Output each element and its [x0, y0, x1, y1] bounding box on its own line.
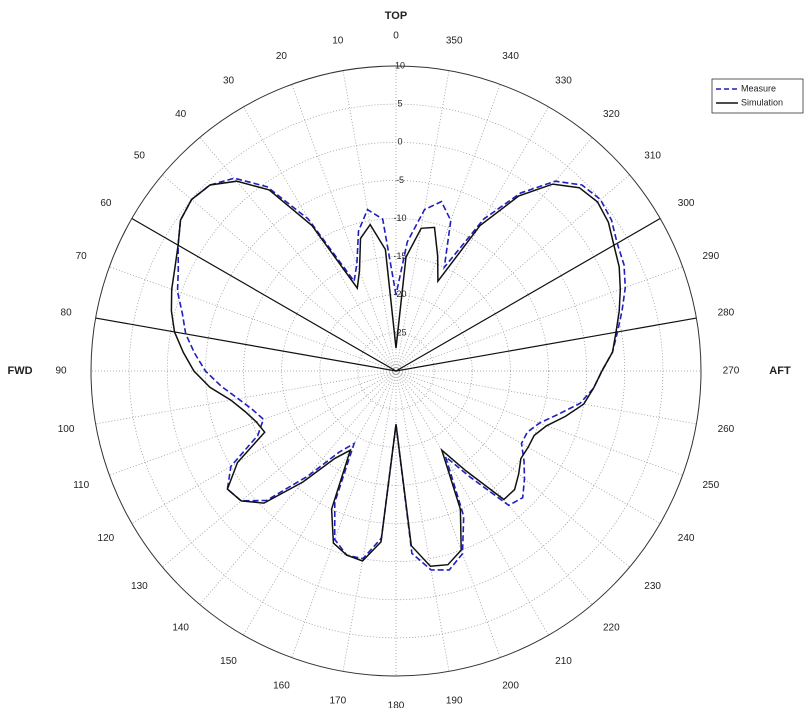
- theta-tick-label: 130: [131, 581, 148, 592]
- theta-tick-label: 40: [175, 109, 187, 120]
- theta-tick-label: 80: [61, 307, 73, 318]
- theta-tick-label: 190: [446, 696, 463, 707]
- r-tick-label: 5: [397, 99, 402, 109]
- aft-label: AFT: [769, 365, 791, 377]
- grid-spoke: [291, 84, 397, 372]
- legend-label: Simulation: [741, 97, 783, 107]
- theta-tick-label: 100: [58, 424, 75, 435]
- theta-tick-label: 0: [393, 31, 399, 42]
- grid-spoke: [291, 370, 397, 658]
- theta-tick-label: 240: [678, 533, 695, 544]
- legend-label: Measure: [741, 83, 776, 93]
- fwd-label: FWD: [7, 365, 32, 377]
- theta-tick-label: 120: [98, 533, 115, 544]
- theta-tick-label: 70: [76, 251, 88, 262]
- grid-spoke: [395, 370, 630, 568]
- grid-ring: [128, 103, 664, 639]
- theta-tick-label: 30: [223, 76, 235, 87]
- theta-tick-label: 90: [55, 366, 67, 377]
- theta-tick-label: 200: [502, 680, 519, 691]
- theta-tick-label: 270: [723, 366, 740, 377]
- grid-spoke: [395, 266, 683, 372]
- grid-spoke: [243, 106, 397, 372]
- sector-line: [95, 317, 397, 372]
- grid-spoke: [395, 370, 697, 425]
- r-tick-label: 0: [397, 137, 402, 147]
- grid-spoke: [95, 370, 397, 425]
- theta-tick-label: 60: [100, 198, 112, 209]
- sector-line: [131, 217, 397, 372]
- theta-tick-label: 220: [603, 622, 620, 633]
- theta-tick-label: 140: [172, 622, 189, 633]
- theta-tick-label: 180: [388, 701, 405, 708]
- theta-tick-label: 170: [329, 696, 346, 707]
- outer-circle: [90, 65, 702, 677]
- theta-tick-label: 150: [220, 656, 237, 667]
- grid-ring: [357, 332, 435, 410]
- grid-ring: [319, 294, 473, 448]
- theta-tick-label: 210: [555, 656, 572, 667]
- grid-spoke: [342, 70, 397, 372]
- r-tick-label: -15: [393, 251, 406, 261]
- grid-spoke: [243, 370, 397, 636]
- r-tick-label: -10: [393, 213, 406, 223]
- sector-line: [395, 317, 697, 372]
- grid-spoke: [395, 370, 593, 605]
- theta-tick-label: 330: [555, 76, 572, 87]
- theta-tick-label: 250: [702, 480, 719, 491]
- grid-spoke: [199, 137, 397, 372]
- grid-spoke: [109, 370, 397, 476]
- grid-spoke: [395, 137, 593, 372]
- theta-tick-label: 350: [446, 36, 463, 47]
- top-label: TOP: [385, 10, 407, 22]
- r-tick-label: -25: [393, 327, 406, 337]
- grid-ring: [204, 179, 588, 563]
- theta-tick-label: 320: [603, 109, 620, 120]
- theta-tick-label: 310: [644, 150, 661, 161]
- r-tick-label: -20: [393, 289, 406, 299]
- theta-tick-label: 160: [273, 680, 290, 691]
- theta-tick-label: 110: [73, 480, 89, 491]
- series-line: [170, 180, 622, 567]
- grid-spoke: [395, 174, 630, 372]
- theta-tick-label: 10: [332, 36, 344, 47]
- legend-box: [711, 78, 804, 114]
- theta-tick-label: 340: [502, 51, 519, 62]
- theta-tick-label: 50: [134, 150, 146, 161]
- sector-line: [395, 217, 661, 372]
- theta-tick-label: 300: [678, 198, 695, 209]
- grid-spoke: [395, 370, 450, 672]
- theta-tick-label: 260: [718, 424, 735, 435]
- theta-tick-label: 230: [644, 581, 661, 592]
- theta-tick-label: 20: [276, 51, 288, 62]
- r-tick-label: -5: [396, 175, 404, 185]
- grid-ring: [243, 218, 549, 524]
- grid-spoke: [342, 370, 397, 672]
- theta-tick-label: 290: [702, 251, 719, 262]
- theta-tick-label: 280: [718, 307, 735, 318]
- r-tick-label: 10: [395, 60, 405, 70]
